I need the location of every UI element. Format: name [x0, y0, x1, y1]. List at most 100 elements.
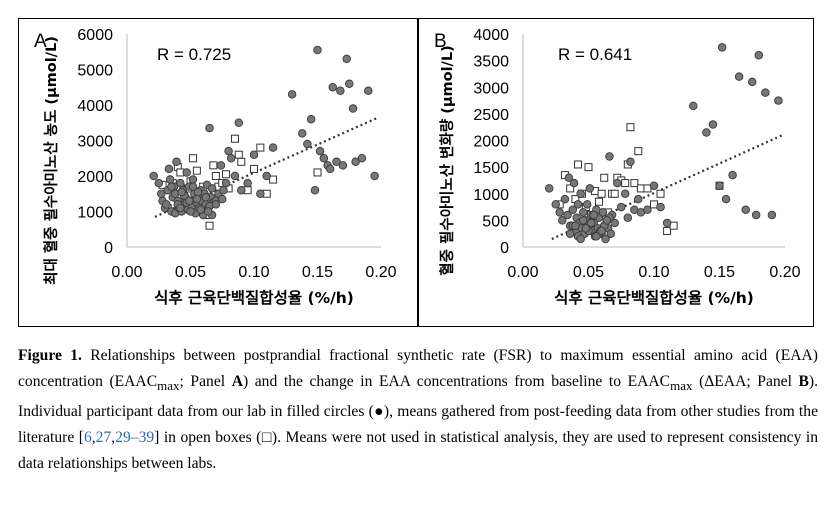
- y-tick-label: 2000: [473, 134, 509, 151]
- data-point-filled-circle: [345, 79, 354, 88]
- panel-letter: B: [434, 31, 447, 52]
- data-point-filled-circle: [708, 120, 718, 129]
- data-point-filled-circle: [219, 185, 228, 195]
- data-point-open-box: [269, 175, 278, 184]
- x-tick-label: 0.10: [638, 264, 669, 281]
- data-point-filled-circle: [613, 178, 622, 188]
- data-point-filled-circle: [573, 200, 583, 209]
- y-tick-label: 3500: [473, 54, 509, 71]
- data-point-filled-circle: [626, 157, 635, 167]
- data-point-filled-circle: [351, 157, 360, 167]
- y-axis-title: 혈중 필수아미노산 변화량 (μmol/L): [438, 45, 456, 275]
- caption-text: ) and the change in EAA concentrations f…: [242, 373, 671, 390]
- data-point-filled-circle: [717, 43, 727, 52]
- data-point-filled-circle: [581, 224, 591, 233]
- y-axis-title: 최대 혈중 필수아미노산 농도 (μmol/L): [42, 36, 60, 285]
- data-point-open-box: [634, 147, 643, 156]
- data-point-filled-circle: [313, 45, 322, 55]
- data-point-filled-circle: [649, 181, 659, 191]
- caption-text: ). Individual participant data from our …: [18, 373, 819, 447]
- data-point-filled-circle: [338, 161, 348, 170]
- data-point-filled-circle: [689, 101, 698, 111]
- x-tick-label: 0.15: [704, 264, 735, 281]
- caption-text: Relationships between postprandial fract…: [18, 347, 818, 390]
- data-point-filled-circle: [342, 54, 351, 64]
- data-point-filled-circle: [662, 218, 672, 228]
- data-point-filled-circle: [592, 232, 601, 241]
- r-value-label: R = 0.641: [558, 45, 632, 64]
- data-point-filled-circle: [256, 189, 265, 198]
- data-point-filled-circle: [216, 161, 226, 170]
- data-point-filled-circle: [565, 229, 575, 238]
- data-point-filled-circle: [623, 213, 633, 222]
- data-point-filled-circle: [319, 153, 329, 163]
- data-point-filled-circle: [702, 128, 711, 137]
- data-point-filled-circle: [582, 200, 592, 209]
- data-point-filled-circle: [164, 164, 174, 174]
- data-point-filled-circle: [182, 168, 191, 177]
- data-point-filled-circle: [555, 208, 564, 217]
- data-point-filled-circle: [243, 178, 252, 188]
- data-point-filled-circle: [560, 194, 570, 204]
- figure-frame: [18, 18, 814, 327]
- y-tick-label: 1000: [77, 205, 113, 222]
- data-point-filled-circle: [616, 202, 626, 212]
- data-point-filled-circle: [568, 205, 578, 214]
- data-point-filled-circle: [563, 210, 572, 220]
- data-point-filled-circle: [728, 170, 737, 180]
- panel-b-chart: 0 500 1000 1500 2000 2500 3000 3500 4000 0.00 0.05…: [434, 27, 801, 307]
- citation-link[interactable]: 6: [83, 429, 92, 447]
- data-point-filled-circle: [721, 194, 731, 204]
- data-point-open-box: [313, 168, 322, 177]
- data-point-filled-circle: [249, 150, 259, 159]
- data-point-filled-circle: [217, 194, 227, 204]
- data-point-open-box: [189, 154, 198, 163]
- data-point-filled-circle: [741, 205, 750, 214]
- y-tick-label: 2000: [77, 169, 113, 186]
- data-point-open-box: [205, 221, 214, 230]
- data-point-filled-circle: [601, 234, 610, 244]
- data-point-open-box: [237, 157, 246, 166]
- caption-panel-ref: A: [231, 373, 243, 390]
- data-point-filled-circle: [192, 194, 202, 204]
- data-point-filled-circle: [364, 86, 373, 96]
- data-point-filled-circle: [576, 234, 585, 244]
- data-point-filled-circle: [774, 96, 783, 105]
- data-point-filled-circle: [585, 184, 595, 193]
- data-point-filled-circle: [569, 178, 579, 188]
- data-point-filled-circle: [325, 164, 335, 174]
- panel-divider: [417, 18, 419, 327]
- data-point-filled-circle: [237, 185, 246, 195]
- y-tick-label: 500: [482, 213, 509, 230]
- data-point-filled-circle: [193, 187, 203, 197]
- data-point-filled-circle: [751, 210, 761, 220]
- x-tick-label: 0.20: [769, 264, 800, 281]
- data-point-filled-circle: [149, 171, 158, 181]
- data-point-filled-circle: [176, 203, 185, 213]
- y-tick-label: 0: [104, 240, 113, 257]
- caption-text: ] in open boxes (□). Means were not used…: [18, 429, 818, 473]
- data-point-open-box: [663, 227, 672, 236]
- data-point-filled-circle: [370, 171, 379, 181]
- citation-link[interactable]: 29–39: [115, 429, 155, 447]
- citation-link[interactable]: 27: [95, 429, 112, 447]
- data-point-filled-circle: [715, 181, 724, 191]
- data-point-filled-circle: [204, 207, 213, 216]
- y-tick-label: 3000: [473, 80, 509, 97]
- caption-text: ; Panel: [179, 373, 232, 390]
- data-point-filled-circle: [656, 202, 665, 212]
- caption-label: Figure 1.: [18, 347, 82, 364]
- data-point-filled-circle: [230, 171, 240, 181]
- data-point-filled-circle: [234, 118, 244, 127]
- data-point-open-box: [192, 166, 201, 175]
- data-point-open-box: [222, 170, 231, 179]
- panel-a-chart: 0 1000 2000 3000 4000 5000 6000 0.00 0.05 0.10 0.1…: [34, 27, 397, 307]
- data-point-open-box: [234, 150, 243, 159]
- data-point-filled-circle: [610, 218, 619, 228]
- data-point-open-box: [584, 163, 593, 172]
- data-point-filled-circle: [184, 196, 194, 206]
- caption-text: (ΔEAA; Panel: [692, 373, 799, 390]
- data-point-filled-circle: [586, 218, 596, 228]
- data-point-filled-circle: [754, 51, 764, 60]
- data-point-filled-circle: [606, 229, 616, 238]
